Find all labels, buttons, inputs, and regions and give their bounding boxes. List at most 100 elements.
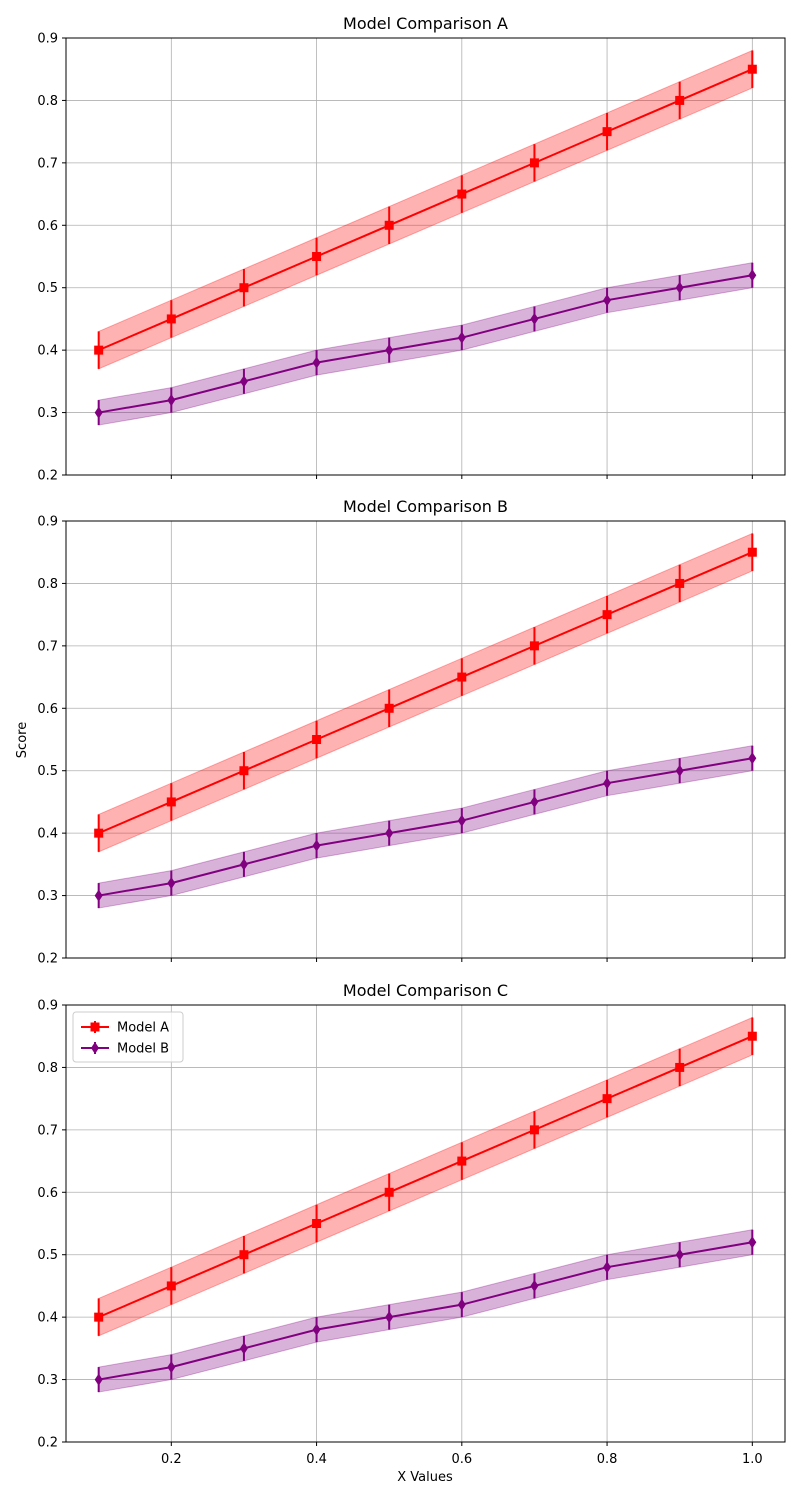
axes-frame — [65, 520, 786, 959]
data-point — [457, 814, 466, 827]
y-axis-label: Score — [15, 722, 30, 758]
y-tick-label: 0.4 — [37, 344, 58, 359]
data-point — [457, 1156, 467, 1166]
data-point — [239, 766, 249, 776]
y-tick-label: 0.5 — [37, 281, 58, 296]
data-point — [748, 1236, 757, 1249]
y-tick-label: 0.6 — [37, 1186, 58, 1201]
data-point — [457, 672, 467, 682]
data-point — [312, 1219, 322, 1228]
legend: Model A Model B — [72, 1011, 184, 1063]
axes-frame — [65, 37, 786, 476]
y-tick-label: 0.4 — [37, 1311, 58, 1326]
data-point — [530, 795, 539, 808]
y-tick-label: 0.5 — [37, 764, 58, 779]
y-tick-label: 0.3 — [37, 1373, 58, 1388]
y-tick-label: 0.9 — [37, 515, 58, 530]
data-point — [385, 827, 394, 840]
series-line — [98, 68, 753, 352]
data-point — [530, 1279, 539, 1292]
data-point — [602, 1094, 612, 1104]
subplot-title: Model Comparison C — [343, 981, 508, 1000]
series-line — [98, 1035, 753, 1319]
data-point — [239, 1342, 248, 1355]
series-line — [98, 757, 753, 897]
data-point — [529, 1125, 539, 1135]
data-point — [747, 64, 757, 74]
series-model-b — [94, 1229, 757, 1393]
data-point — [457, 1298, 466, 1311]
data-point — [239, 858, 248, 871]
data-point — [167, 1361, 176, 1374]
data-point — [312, 356, 321, 369]
data-point — [457, 331, 466, 344]
x-tick-label: 0.2 — [161, 1452, 182, 1467]
y-tick-label: 0.8 — [37, 1061, 58, 1076]
data-point — [239, 283, 249, 293]
data-point — [312, 1323, 321, 1336]
data-point — [529, 158, 539, 168]
data-point — [385, 344, 394, 357]
y-tick-label: 0.2 — [37, 469, 58, 484]
data-point — [239, 375, 248, 388]
data-point — [94, 345, 104, 355]
y-tick-label: 0.6 — [37, 219, 58, 234]
data-point — [167, 394, 176, 407]
data-point — [457, 189, 467, 199]
legend-box — [72, 1011, 184, 1063]
data-point — [385, 1311, 394, 1324]
legend-label: Model B — [117, 1042, 169, 1057]
data-point — [675, 1062, 685, 1072]
data-point — [529, 641, 539, 651]
y-tick-label: 0.5 — [37, 1248, 58, 1263]
data-point — [530, 312, 539, 325]
data-point — [675, 764, 684, 777]
series-line — [98, 551, 753, 835]
series-model-a — [94, 532, 757, 853]
y-tick-label: 0.8 — [37, 577, 58, 592]
series-model-a — [94, 1016, 757, 1337]
y-tick-label: 0.2 — [37, 1436, 58, 1451]
y-tick-label: 0.6 — [37, 702, 58, 717]
y-tick-label: 0.9 — [37, 32, 58, 47]
data-point — [675, 578, 685, 588]
y-tick-label: 0.3 — [37, 889, 58, 904]
y-tick-label: 0.8 — [37, 94, 58, 109]
data-point — [384, 703, 394, 713]
data-point — [602, 127, 612, 137]
legend-marker — [91, 1042, 99, 1054]
data-point — [94, 1373, 103, 1386]
data-point — [748, 269, 757, 282]
data-point — [384, 220, 394, 230]
y-tick-label: 0.7 — [37, 639, 58, 654]
legend-marker — [90, 1022, 100, 1032]
data-point — [384, 1187, 394, 1197]
x-axis-label: X Values — [397, 1470, 453, 1485]
data-point — [603, 1261, 612, 1274]
data-point — [166, 314, 176, 324]
data-point — [166, 797, 176, 807]
data-point — [239, 1250, 249, 1260]
y-tick-label: 0.7 — [37, 156, 58, 171]
data-point — [747, 1031, 757, 1041]
subplot-title: Model Comparison A — [343, 14, 508, 33]
data-point — [167, 877, 176, 890]
series-line — [98, 274, 753, 414]
data-point — [166, 1281, 176, 1291]
subplot-3: 0.2 0.3 0.4 0.5 0.6 0.7 0.8 0.9 0.2 0.4 0.6 0.8 1.0 M… — [37, 981, 786, 1467]
series-model-b — [94, 262, 757, 426]
data-point — [94, 889, 103, 902]
axes-frame — [65, 1004, 786, 1443]
subplot-title: Model Comparison B — [343, 497, 508, 516]
y-tick-label: 0.7 — [37, 1123, 58, 1138]
y-tick-label: 0.2 — [37, 952, 58, 967]
x-tick-label: 1.0 — [742, 1452, 763, 1467]
y-tick-label: 0.4 — [37, 827, 58, 842]
series-line — [98, 1241, 753, 1381]
series-model-b — [94, 745, 757, 909]
data-point — [675, 281, 684, 294]
data-point — [312, 735, 322, 744]
data-point — [94, 406, 103, 419]
data-point — [94, 828, 104, 838]
